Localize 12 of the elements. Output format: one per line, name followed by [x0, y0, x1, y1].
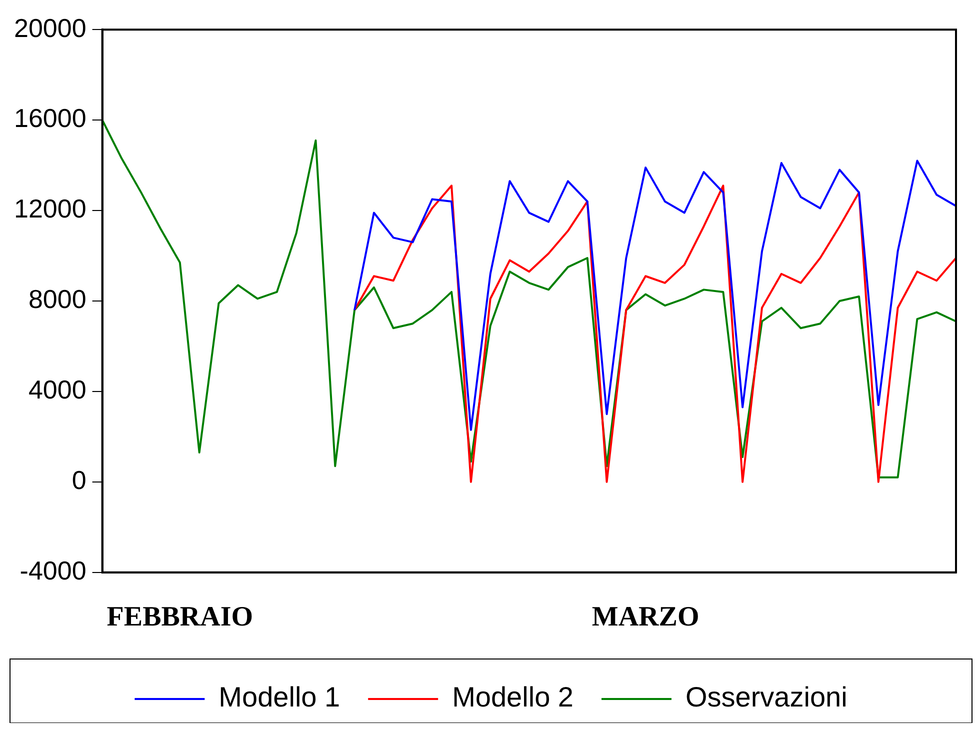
y-tick-label: 12000 [14, 194, 86, 224]
y-tick-label: -4000 [20, 556, 86, 586]
y-tick-label: 8000 [28, 284, 86, 314]
legend-label: Osservazioni [685, 682, 848, 713]
x-tick-label: FEBBRAIO [106, 601, 254, 632]
legend-label: Modello 1 [218, 682, 340, 713]
y-tick-label: 20000 [14, 12, 86, 43]
legend-label: Modello 2 [452, 682, 574, 713]
y-tick-label: 16000 [14, 103, 86, 134]
y-tick-label: 4000 [28, 374, 86, 405]
y-tick-label: 0 [72, 465, 86, 496]
x-tick-label: MARZO [592, 601, 700, 632]
